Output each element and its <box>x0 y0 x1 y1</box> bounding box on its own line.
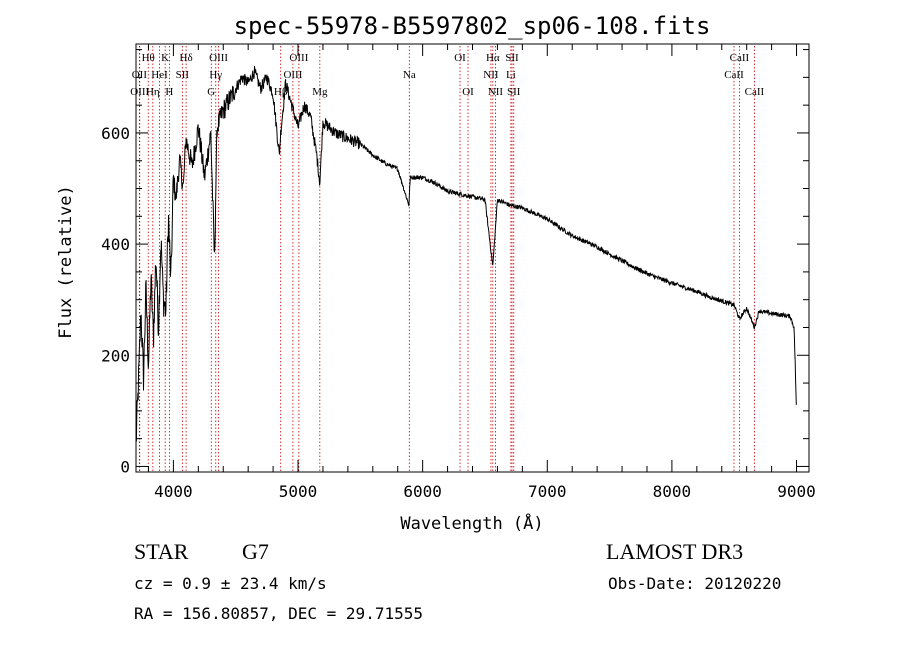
line-label-2: OIII <box>130 86 149 98</box>
redshift-velocity: cz = 0.9 ± 23.4 km/s <box>134 574 327 593</box>
coordinates: RA = 156.80857, DEC = 29.71555 <box>134 604 423 623</box>
line-label-3: Hη <box>146 86 160 98</box>
line-label-1: OII <box>132 69 148 81</box>
line-label-26: CaII <box>724 69 744 81</box>
x-tick-label: 6000 <box>403 482 442 501</box>
line-label-13: OIII <box>289 52 308 64</box>
line-label-17: OI <box>454 52 466 64</box>
x-tick-label: 4000 <box>154 482 193 501</box>
line-label-24: SII <box>507 86 521 98</box>
line-label-15: Mg <box>312 86 328 98</box>
y-tick-label: 600 <box>101 124 130 143</box>
x-tick-label: 9000 <box>777 482 816 501</box>
line-label-23: Li <box>506 69 516 81</box>
x-tick-label: 8000 <box>653 482 692 501</box>
chart-title: spec-55978-B5597802_sp06-108.fits <box>234 12 711 40</box>
spectrum-line <box>135 66 797 442</box>
y-axis-label: Flux (relative) <box>56 185 76 339</box>
y-tick-label: 400 <box>101 235 130 254</box>
plot-frame <box>135 43 810 473</box>
line-label-27: CaII <box>745 86 765 98</box>
line-label-10: Hγ <box>209 69 222 81</box>
object-class: STAR <box>134 539 189 564</box>
line-label-4: HeI <box>151 69 168 81</box>
spectral-line-markers <box>138 46 755 472</box>
line-label-8: Hδ <box>180 52 193 64</box>
survey-name: LAMOST DR3 <box>606 539 744 564</box>
x-axis-label: Wavelength (Å) <box>400 512 543 534</box>
observation-date: Obs-Date: 20120220 <box>608 574 782 593</box>
axis-ticks <box>136 44 809 472</box>
line-label-11: G <box>207 86 215 98</box>
line-label-0: Hθ <box>142 52 155 64</box>
line-label-6: SII <box>176 69 190 81</box>
line-label-19: Hα <box>486 52 500 64</box>
object-subclass: G7 <box>242 539 269 564</box>
line-label-7: H <box>165 86 173 98</box>
x-tick-label: 5000 <box>279 482 318 501</box>
line-label-20: NII <box>483 69 499 81</box>
line-label-9: OIII <box>209 52 228 64</box>
line-label-18: OI <box>462 86 474 98</box>
line-label-5: K <box>161 52 169 64</box>
line-label-16: Na <box>403 69 416 81</box>
axis-tick-labels: 4000 5000 6000 7000 8000 9000 0 200 400 600 <box>101 124 816 501</box>
line-label-14: OIII <box>283 69 302 81</box>
y-tick-label: 0 <box>120 457 130 476</box>
line-label-21: NII <box>488 86 504 98</box>
line-label-22: SII <box>505 52 519 64</box>
line-label-25: CaII <box>730 52 750 64</box>
y-tick-label: 200 <box>101 346 130 365</box>
x-tick-label: 7000 <box>528 482 567 501</box>
